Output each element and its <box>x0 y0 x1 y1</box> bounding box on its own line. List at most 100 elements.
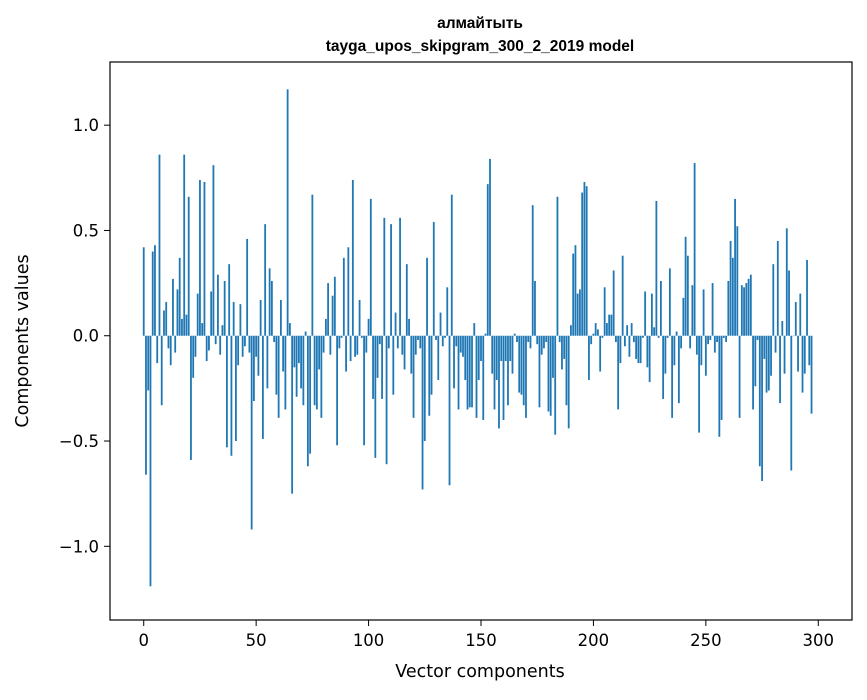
bar <box>473 323 475 336</box>
bar <box>718 336 720 437</box>
bar <box>584 182 586 336</box>
bar <box>307 336 309 467</box>
bar <box>352 180 354 336</box>
bar <box>655 201 657 336</box>
bar <box>754 336 756 387</box>
bar <box>707 336 709 344</box>
bar <box>808 336 810 365</box>
bar <box>320 336 322 418</box>
bar <box>804 336 806 374</box>
bar <box>581 193 583 336</box>
bar <box>192 336 194 378</box>
bar <box>548 336 550 412</box>
bar <box>741 285 743 336</box>
bar <box>392 336 394 395</box>
bar <box>723 336 725 338</box>
bar <box>727 281 729 336</box>
bar <box>365 336 367 353</box>
bar <box>599 336 601 372</box>
bar <box>244 336 246 347</box>
bar <box>730 241 732 336</box>
bar <box>177 289 179 335</box>
bar <box>660 281 662 336</box>
bar <box>712 283 714 336</box>
bar <box>379 336 381 344</box>
bar <box>345 336 347 372</box>
bar <box>615 336 617 342</box>
bar <box>786 228 788 335</box>
bar <box>485 334 487 336</box>
bar <box>689 336 691 349</box>
bar <box>563 336 565 359</box>
bar <box>700 336 702 365</box>
bar <box>714 336 716 353</box>
bar <box>341 336 343 338</box>
bar <box>190 336 192 460</box>
bar <box>802 336 804 393</box>
bar <box>397 336 399 349</box>
bar <box>613 270 615 335</box>
x-tick-label: 50 <box>246 631 267 650</box>
bar <box>640 336 642 363</box>
y-tick-label: 0.0 <box>73 327 99 346</box>
bar <box>179 258 181 336</box>
bar <box>469 336 471 408</box>
bar <box>296 336 298 397</box>
bar <box>240 304 242 336</box>
bar <box>298 336 300 363</box>
bar <box>284 336 286 410</box>
bar <box>516 336 518 342</box>
bar <box>534 281 536 336</box>
bar <box>264 224 266 336</box>
bar <box>275 336 277 395</box>
x-tick-label: 200 <box>578 631 610 650</box>
bar <box>464 336 466 380</box>
bar <box>401 336 403 355</box>
bar <box>168 336 170 349</box>
bar <box>316 336 318 410</box>
bar <box>181 319 183 336</box>
bar <box>309 336 311 454</box>
bar <box>494 336 496 410</box>
bar <box>653 327 655 335</box>
bar <box>671 336 673 418</box>
bar <box>444 336 446 338</box>
bar <box>498 336 500 429</box>
bar <box>325 319 327 336</box>
bar <box>410 336 412 374</box>
bar <box>260 300 262 336</box>
bar <box>327 283 329 336</box>
bar <box>811 336 813 414</box>
bar <box>795 302 797 336</box>
bar <box>386 336 388 464</box>
bar <box>419 336 421 349</box>
bar <box>781 321 783 336</box>
bar <box>235 336 237 441</box>
bar <box>399 218 401 336</box>
bar <box>249 336 251 353</box>
bar <box>318 336 320 370</box>
bar <box>174 336 176 353</box>
bar <box>413 336 415 418</box>
bar <box>356 336 358 355</box>
bar <box>374 336 376 458</box>
bar <box>422 336 424 490</box>
bar <box>514 334 516 336</box>
bar <box>559 336 561 342</box>
bar <box>305 332 307 336</box>
bar <box>269 268 271 335</box>
bar <box>147 336 149 391</box>
bar <box>406 264 408 336</box>
bar <box>658 336 660 338</box>
bar <box>691 285 693 336</box>
bar <box>404 336 406 370</box>
bar <box>577 294 579 336</box>
bar <box>606 323 608 336</box>
bar <box>597 329 599 335</box>
bar <box>595 323 597 336</box>
bar <box>395 313 397 336</box>
x-tick-label: 300 <box>803 631 835 650</box>
bar <box>698 336 700 433</box>
bar <box>651 294 653 336</box>
bar <box>799 294 801 336</box>
